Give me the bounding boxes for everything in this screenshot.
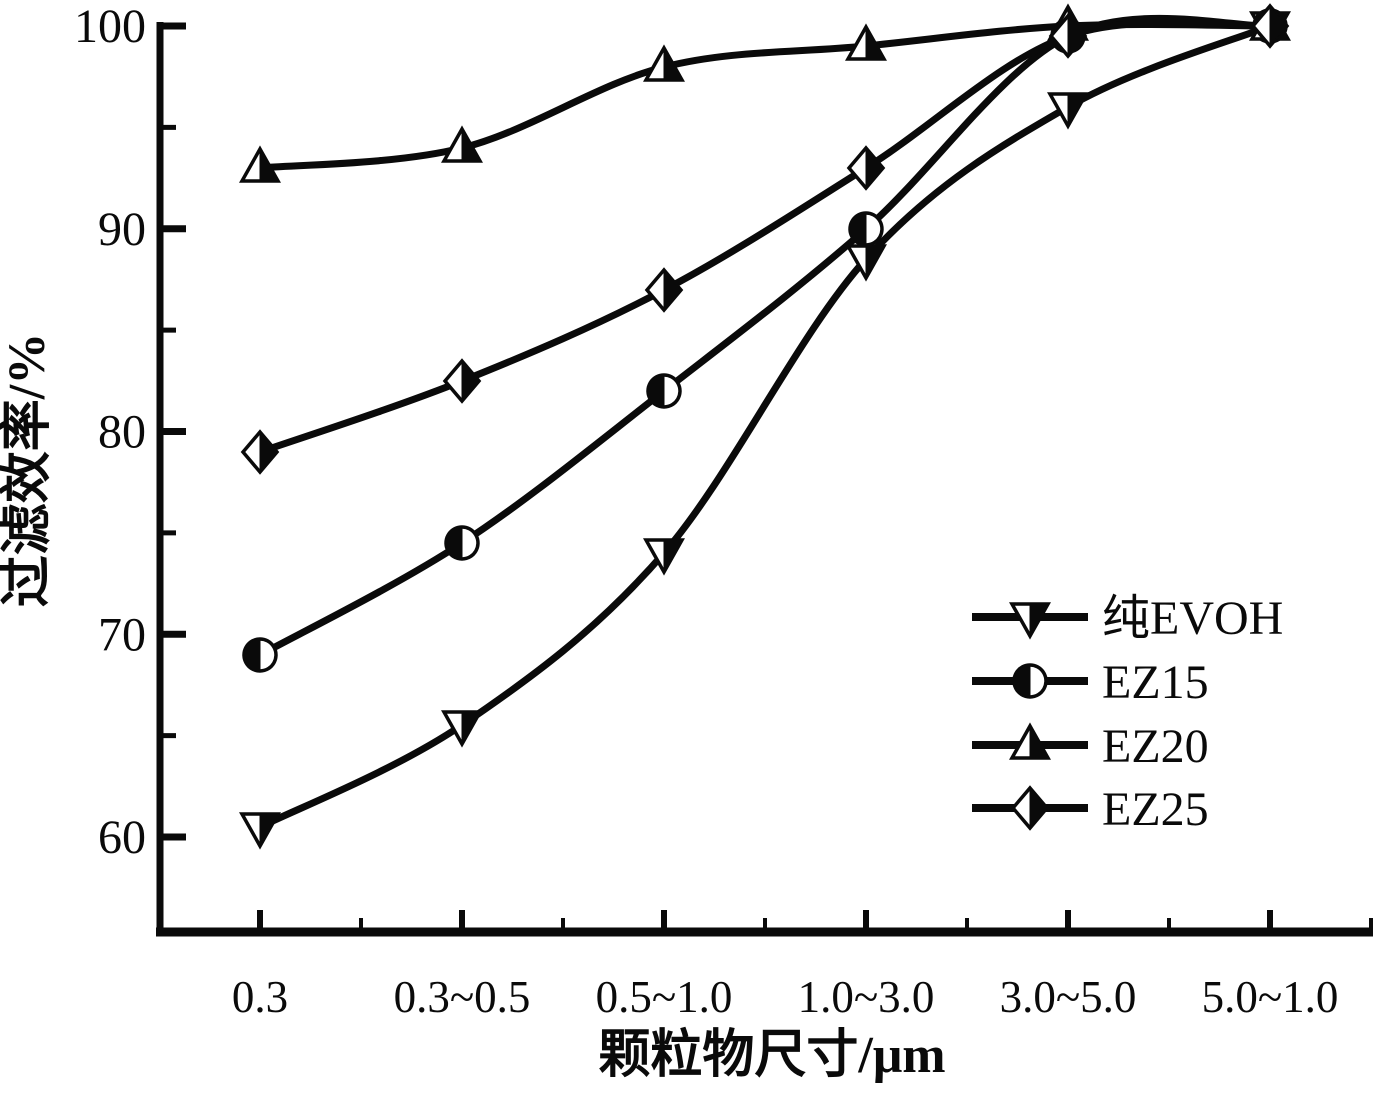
legend-label: EZ25: [1102, 783, 1209, 836]
series-line-EZ15: [256, 14, 1274, 659]
marker-half-fill: [865, 25, 885, 60]
marker-纯EVOH: [643, 538, 685, 576]
x-tick-label: 0.5~1.0: [596, 972, 733, 1022]
marker-EZ25: [1250, 3, 1290, 49]
marker-EZ15: [242, 637, 278, 673]
series-markers-EZ20: [239, 3, 1291, 183]
series: [239, 3, 1291, 850]
x-tick-label: 0.3~0.5: [394, 972, 531, 1022]
y-tick-label: 60: [98, 811, 146, 864]
y-tick-label: 90: [98, 203, 146, 256]
marker-half-fill: [1067, 93, 1087, 128]
x-tick-label: 1.0~3.0: [798, 972, 935, 1022]
marker-EZ25: [240, 429, 280, 475]
marker-half-fill: [461, 711, 481, 746]
y-tick-label: 100: [74, 0, 146, 53]
marker-EZ25: [846, 145, 886, 191]
legend-marker-EZ20: [1009, 722, 1051, 760]
series-line-EZ25: [256, 19, 1274, 456]
series-markers-EZ25: [240, 3, 1290, 475]
legend-label: EZ20: [1102, 720, 1209, 773]
marker-half-fill: [461, 359, 480, 403]
marker-half-fill: [849, 212, 867, 246]
legend-item-EZ25: EZ25: [972, 783, 1209, 836]
marker-EZ15: [848, 211, 884, 247]
legend-label: EZ15: [1102, 656, 1209, 709]
marker-EZ25: [1048, 13, 1088, 59]
marker-纯EVOH: [239, 812, 281, 850]
y-tick-label: 70: [98, 608, 146, 661]
y-axis-title: 过滤效率/%: [0, 333, 56, 607]
marker-EZ20: [845, 23, 887, 61]
marker-EZ20: [441, 125, 483, 163]
marker-EZ25: [442, 358, 482, 404]
marker-half-fill: [461, 127, 481, 162]
legend-marker-纯EVOH: [1009, 602, 1051, 640]
marker-half-fill: [1067, 14, 1086, 58]
marker-half-fill: [663, 539, 683, 574]
marker-EZ15: [646, 373, 682, 409]
series-line-EZ20: [256, 21, 1274, 172]
marker-EZ20: [643, 44, 685, 82]
marker-纯EVOH: [1047, 92, 1089, 130]
marker-half-fill: [259, 147, 279, 182]
legend: 纯EVOH EZ15 EZ20 EZ25: [972, 592, 1283, 836]
marker-half-fill: [445, 526, 463, 560]
y-tick-label: 80: [98, 406, 146, 459]
marker-EZ25: [644, 267, 684, 313]
x-tick-label: 3.0~5.0: [1000, 972, 1137, 1022]
x-tick-label: 0.3: [232, 972, 288, 1022]
legend-marker-EZ25: [1010, 785, 1050, 831]
marker-half-fill: [1029, 603, 1049, 638]
marker-half-fill: [1269, 4, 1288, 48]
x-axis-title: 颗粒物尺寸/μm: [598, 1026, 945, 1084]
marker-EZ15: [444, 525, 480, 561]
marker-纯EVOH: [441, 710, 483, 748]
marker-EZ20: [239, 145, 281, 183]
marker-half-fill: [865, 245, 885, 280]
marker-half-fill: [663, 46, 683, 81]
legend-marker-EZ15: [1012, 663, 1048, 699]
marker-half-fill: [243, 638, 261, 672]
legend-item-EZ15: EZ15: [972, 656, 1209, 709]
marker-half-fill: [647, 374, 665, 408]
marker-half-fill: [1029, 724, 1049, 759]
marker-half-fill: [865, 146, 884, 190]
x-axis-ticks: 0.3 0.3~0.5 0.5~1.0 1.0~3.0 3.0~5.0 5.0~1.0: [232, 910, 1373, 1022]
marker-half-fill: [663, 268, 682, 312]
legend-label: 纯EVOH: [1102, 592, 1283, 645]
marker-half-fill: [259, 813, 279, 848]
series-markers-EZ15: [242, 8, 1288, 673]
marker-half-fill: [259, 430, 278, 474]
legend-item-EZ20: EZ20: [972, 720, 1209, 773]
marker-half-fill: [1029, 786, 1048, 830]
legend-item-纯EVOH: 纯EVOH: [972, 592, 1283, 645]
y-axis-ticks: 60 70 80 90 100: [74, 0, 186, 864]
marker-half-fill: [1013, 664, 1031, 698]
x-tick-label: 5.0~1.0: [1202, 972, 1339, 1022]
